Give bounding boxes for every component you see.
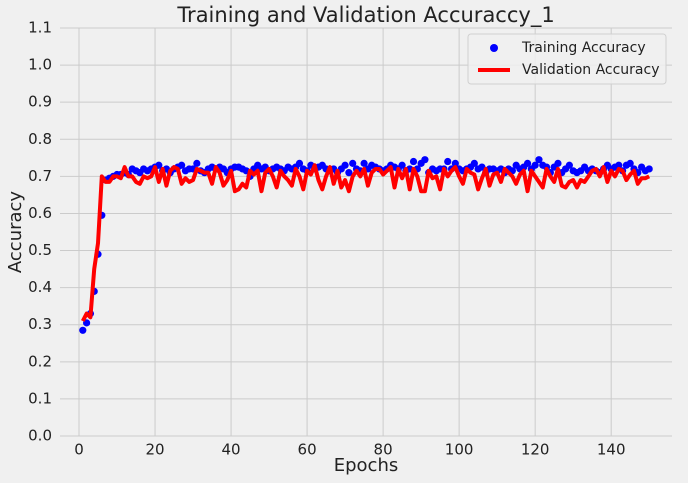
validation-line bbox=[81, 163, 651, 322]
point bbox=[626, 159, 634, 167]
point bbox=[531, 161, 539, 169]
point bbox=[345, 169, 353, 177]
point bbox=[178, 161, 186, 169]
y-tick-label: 1.1 bbox=[28, 19, 52, 37]
y-tick-label: 0.8 bbox=[28, 130, 52, 148]
x-tick-label: 140 bbox=[597, 441, 626, 459]
x-axis-label: Epochs bbox=[334, 455, 399, 476]
point bbox=[565, 161, 573, 169]
point bbox=[451, 159, 459, 167]
point bbox=[615, 161, 623, 169]
y-tick-label: 0.5 bbox=[28, 241, 52, 259]
y-tick-label: 0.4 bbox=[28, 278, 52, 296]
point bbox=[421, 156, 429, 164]
y-tick-label: 0.0 bbox=[28, 427, 52, 445]
x-tick-label: 20 bbox=[145, 441, 164, 459]
point bbox=[295, 159, 304, 167]
point bbox=[535, 156, 543, 164]
point bbox=[341, 161, 349, 169]
legend: Training Accuracy Validation Accuracy bbox=[467, 33, 667, 85]
y-tick-label: 0.9 bbox=[28, 93, 52, 111]
point bbox=[523, 159, 532, 167]
legend-label: Validation Accuracy bbox=[522, 62, 660, 78]
point bbox=[645, 165, 653, 173]
y-tick-label: 1.0 bbox=[28, 56, 52, 74]
y-tick-label: 0.6 bbox=[28, 204, 52, 222]
point bbox=[360, 159, 368, 167]
y-tick-label: 0.2 bbox=[28, 352, 52, 370]
y-axis-label: Accuracy bbox=[5, 191, 26, 274]
y-tick-label: 0.1 bbox=[28, 389, 52, 407]
point bbox=[444, 157, 452, 166]
legend-label: Training Accuracy bbox=[521, 40, 646, 56]
chart-title: Training and Validation Accuraccy_1 bbox=[176, 3, 554, 28]
point bbox=[79, 326, 87, 334]
point bbox=[193, 159, 201, 167]
y-tick-label: 0.7 bbox=[28, 167, 52, 185]
x-tick-label: 100 bbox=[445, 441, 474, 459]
point bbox=[349, 159, 357, 167]
x-tick-label: 40 bbox=[222, 441, 241, 459]
point bbox=[554, 159, 562, 167]
point bbox=[398, 161, 406, 169]
point bbox=[470, 159, 478, 167]
x-tick-label: 80 bbox=[374, 441, 393, 459]
x-tick-label: 60 bbox=[298, 441, 317, 459]
x-tick-label: 0 bbox=[74, 441, 84, 459]
point bbox=[409, 157, 418, 166]
legend-marker bbox=[490, 44, 498, 52]
x-tick-label: 120 bbox=[521, 441, 550, 459]
y-tick-label: 0.3 bbox=[28, 315, 52, 333]
legend-box bbox=[467, 33, 667, 85]
